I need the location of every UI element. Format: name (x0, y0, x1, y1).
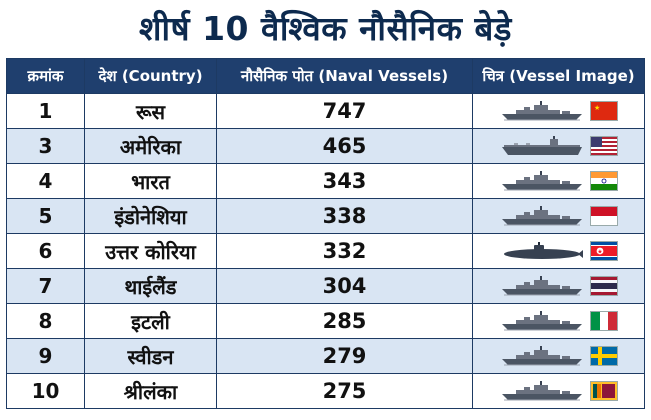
rank-cell: 5 (6, 198, 85, 234)
header-vessels: नौसैनिक पोत (Naval Vessels) (216, 58, 473, 94)
flag-north-korea-icon: ★ (589, 241, 618, 261)
rank-cell: 4 (6, 163, 85, 199)
table-row: 10 श्रीलंका 275 (6, 373, 645, 409)
flag-indonesia-icon (589, 206, 618, 226)
flag-india-icon (589, 171, 618, 191)
rank-cell: 10 (6, 373, 85, 409)
table-row: 6 उत्तर कोरिया 332 ★ (6, 233, 645, 269)
country-cell: थाईलैंड (84, 268, 217, 304)
vessels-cell: 279 (216, 338, 473, 374)
flag-italy-icon (589, 311, 618, 331)
rank-cell: 9 (6, 338, 85, 374)
vessels-cell: 338 (216, 198, 473, 234)
table-row: 8 इटली 285 (6, 303, 645, 339)
country-cell: स्वीडन (84, 338, 217, 374)
header-country: देश (Country) (84, 58, 217, 94)
table-row: 3 अमेरिका 465 (6, 128, 645, 164)
country-cell: भारत (84, 163, 217, 199)
warship-icon (500, 205, 584, 227)
warship-icon (500, 380, 584, 402)
rank-cell: 8 (6, 303, 85, 339)
warship-icon (500, 310, 584, 332)
country-cell: श्रीलंका (84, 373, 217, 409)
vessels-cell: 275 (216, 373, 473, 409)
vessels-cell: 747 (216, 93, 473, 129)
vessel-image-cell (472, 198, 645, 234)
table-row: 9 स्वीडन 279 (6, 338, 645, 374)
flag-sri-lanka-icon (589, 381, 618, 401)
vessel-image-cell (472, 373, 645, 409)
country-cell: अमेरिका (84, 128, 217, 164)
vessel-image-cell: ★ (472, 233, 645, 269)
vessel-image-cell (472, 163, 645, 199)
rank-cell: 1 (6, 93, 85, 129)
warship-icon (500, 275, 584, 297)
vessels-cell: 465 (216, 128, 473, 164)
header-rank: क्रमांक (6, 58, 85, 94)
vessel-image-cell (472, 338, 645, 374)
svg-text:★: ★ (594, 104, 600, 112)
warship-icon (500, 100, 584, 122)
table-row: 4 भारत 343 (6, 163, 645, 199)
header-image: चित्र (Vessel Image) (472, 58, 645, 94)
vessel-image-cell (472, 128, 645, 164)
flag-thailand-icon (589, 276, 618, 296)
country-cell: इंडोनेशिया (84, 198, 217, 234)
vessel-image-cell (472, 303, 645, 339)
vessels-cell: 343 (216, 163, 473, 199)
vessels-cell: 304 (216, 268, 473, 304)
flag-sweden-icon (589, 346, 618, 366)
table-header-row: क्रमांक देश (Country) नौसैनिक पोत (Naval… (6, 58, 645, 94)
flag-usa-icon (589, 136, 618, 156)
vessel-image-cell (472, 268, 645, 304)
rank-cell: 7 (6, 268, 85, 304)
country-cell: उत्तर कोरिया (84, 233, 217, 269)
country-cell: रूस (84, 93, 217, 129)
page-title: शीर्ष 10 वैश्विक नौसैनिक बेड़े (139, 9, 512, 48)
naval-fleet-table: क्रमांक देश (Country) नौसैनिक पोत (Naval… (6, 58, 645, 409)
flag-china-icon: ★ (589, 101, 618, 121)
vessel-image-cell: ★ (472, 93, 645, 129)
table-row: 1 रूस 747 ★ (6, 93, 645, 129)
rank-cell: 6 (6, 233, 85, 269)
table-row: 5 इंडोनेशिया 338 (6, 198, 645, 234)
rank-cell: 3 (6, 128, 85, 164)
warship-icon (500, 170, 584, 192)
warship-icon (500, 345, 584, 367)
submarine-icon (500, 240, 584, 262)
svg-text:★: ★ (597, 249, 602, 256)
vessels-cell: 332 (216, 233, 473, 269)
table-row: 7 थाईलैंड 304 (6, 268, 645, 304)
vessels-cell: 285 (216, 303, 473, 339)
country-cell: इटली (84, 303, 217, 339)
aircraft-carrier-icon (500, 135, 584, 157)
